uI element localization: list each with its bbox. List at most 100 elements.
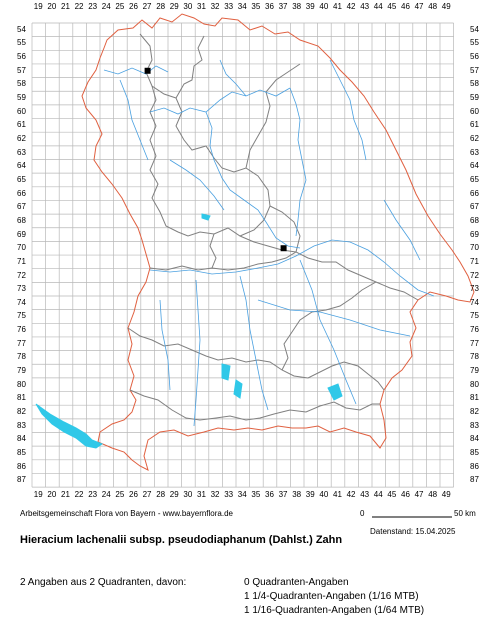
grid-y-label: 68 bbox=[17, 215, 26, 225]
grid-y-label: 74 bbox=[17, 297, 26, 307]
grid-y-label: 81 bbox=[470, 393, 479, 403]
lakes bbox=[35, 213, 343, 449]
grid-x-label: 30 bbox=[183, 490, 193, 499]
grid-x-label: 41 bbox=[333, 2, 342, 11]
grid-x-label: 38 bbox=[292, 2, 302, 11]
grid-x-label: 26 bbox=[129, 2, 138, 11]
grid-y-label: 67 bbox=[17, 202, 26, 212]
grid-y-label: 63 bbox=[470, 147, 479, 157]
grid-y-label: 71 bbox=[17, 256, 26, 266]
grid-x-label: 44 bbox=[373, 490, 383, 499]
grid-x-label: 19 bbox=[33, 490, 43, 499]
grid-x-label: 45 bbox=[387, 2, 397, 11]
grid-x-label: 49 bbox=[441, 2, 451, 11]
grid-y-label: 56 bbox=[470, 52, 479, 62]
grid-y-label: 73 bbox=[17, 284, 26, 294]
grid-y-label: 79 bbox=[470, 366, 479, 376]
grid-x-label: 28 bbox=[156, 490, 166, 499]
grid-y-label: 64 bbox=[470, 161, 479, 171]
grid-x-label: 30 bbox=[183, 2, 193, 11]
grid-y-label: 76 bbox=[17, 325, 26, 335]
grid-x-label: 40 bbox=[319, 490, 329, 499]
count-sixteenth-quadrants: 1 1/16-Quadranten-Angaben (1/64 MTB) bbox=[244, 605, 425, 616]
grid-y-label: 85 bbox=[17, 447, 26, 457]
grid-y-label: 62 bbox=[17, 134, 26, 144]
grid-y-label: 81 bbox=[17, 393, 26, 403]
scale-bar bbox=[372, 516, 452, 518]
grid-y-label: 82 bbox=[470, 407, 479, 417]
grid-y-label: 72 bbox=[17, 270, 26, 280]
grid-x-label: 37 bbox=[278, 2, 288, 11]
grid-x-label: 34 bbox=[237, 490, 247, 499]
data-date: Datenstand: 15.04.2025 bbox=[370, 527, 456, 536]
grid-x-label: 43 bbox=[360, 490, 370, 499]
grid-y-label: 61 bbox=[17, 120, 26, 130]
grid-y-label: 78 bbox=[17, 352, 26, 362]
grid-x-label: 36 bbox=[265, 490, 274, 499]
species-title: Hieracium lachenalii subsp. pseudodiapha… bbox=[20, 534, 343, 546]
grid-x-label: 31 bbox=[197, 2, 206, 11]
grid-x-label: 45 bbox=[387, 490, 397, 499]
grid-x-label: 47 bbox=[414, 2, 424, 11]
grid-y-label: 75 bbox=[470, 311, 479, 321]
count-quadrants: 0 Quadranten-Angaben bbox=[244, 577, 349, 588]
grid-x-label: 25 bbox=[115, 490, 125, 499]
grid-y-label: 66 bbox=[470, 188, 479, 198]
rivers bbox=[103, 59, 435, 427]
grid-x-label: 49 bbox=[441, 490, 451, 499]
grid-y-label: 63 bbox=[17, 147, 26, 157]
grid-x-label: 33 bbox=[224, 2, 234, 11]
grid-x-label: 24 bbox=[101, 490, 111, 499]
grid-x-label: 21 bbox=[61, 2, 70, 11]
grid-y-label: 75 bbox=[17, 311, 26, 321]
grid-y-label: 86 bbox=[470, 461, 479, 471]
grid-y-label: 62 bbox=[470, 134, 479, 144]
grid-y-label: 57 bbox=[470, 65, 479, 75]
grid-y-label: 87 bbox=[470, 475, 479, 485]
grid-y-label: 83 bbox=[470, 420, 479, 430]
grid-y-label: 58 bbox=[17, 79, 26, 89]
grid-y-label: 69 bbox=[17, 229, 26, 239]
grid-x-label: 32 bbox=[210, 2, 220, 11]
grid-x-label: 37 bbox=[278, 490, 288, 499]
grid-y-label: 78 bbox=[470, 352, 479, 362]
grid-y-label: 82 bbox=[17, 407, 26, 417]
grid-y-label: 60 bbox=[470, 106, 479, 116]
grid-y-label: 87 bbox=[17, 475, 26, 485]
grid-y-label: 70 bbox=[470, 243, 479, 253]
grid-x-label: 31 bbox=[197, 490, 206, 499]
grid-x-label: 46 bbox=[401, 490, 410, 499]
grid-x-label: 19 bbox=[33, 2, 43, 11]
grid-x-label: 29 bbox=[169, 490, 179, 499]
grid-y-label: 65 bbox=[17, 174, 26, 184]
grid-x-label: 27 bbox=[142, 490, 152, 499]
grid-x-label: 20 bbox=[47, 490, 57, 499]
grid-y-label: 64 bbox=[17, 161, 26, 171]
grid-x-label: 38 bbox=[292, 490, 302, 499]
grid-x-label: 39 bbox=[305, 490, 315, 499]
grid-x-label: 35 bbox=[251, 490, 261, 499]
grid-y-label: 54 bbox=[17, 24, 26, 34]
grid-y-label: 77 bbox=[470, 338, 479, 348]
grid-x-label: 43 bbox=[360, 2, 370, 11]
grid-y-label: 71 bbox=[470, 256, 479, 266]
grid-y-label: 55 bbox=[17, 38, 26, 48]
grid-y-label: 76 bbox=[470, 325, 479, 335]
grid-y-label: 80 bbox=[470, 379, 479, 389]
record-marker bbox=[280, 245, 287, 252]
grid-y-label: 68 bbox=[470, 215, 479, 225]
grid-x-label: 29 bbox=[169, 2, 179, 11]
grid-y-label: 84 bbox=[17, 434, 26, 444]
grid-x-label: 22 bbox=[74, 2, 84, 11]
grid-y-label: 65 bbox=[470, 174, 479, 184]
record-marker bbox=[144, 67, 151, 74]
grid-x-label: 32 bbox=[210, 490, 220, 499]
grid-x-label: 33 bbox=[224, 490, 234, 499]
grid-y-label: 55 bbox=[470, 38, 479, 48]
grid-x-label: 21 bbox=[61, 490, 70, 499]
grid-y-label: 67 bbox=[470, 202, 479, 212]
count-quarter-quadrants: 1 1/4-Quadranten-Angaben (1/16 MTB) bbox=[244, 591, 419, 602]
grid-y-label: 66 bbox=[17, 188, 26, 198]
